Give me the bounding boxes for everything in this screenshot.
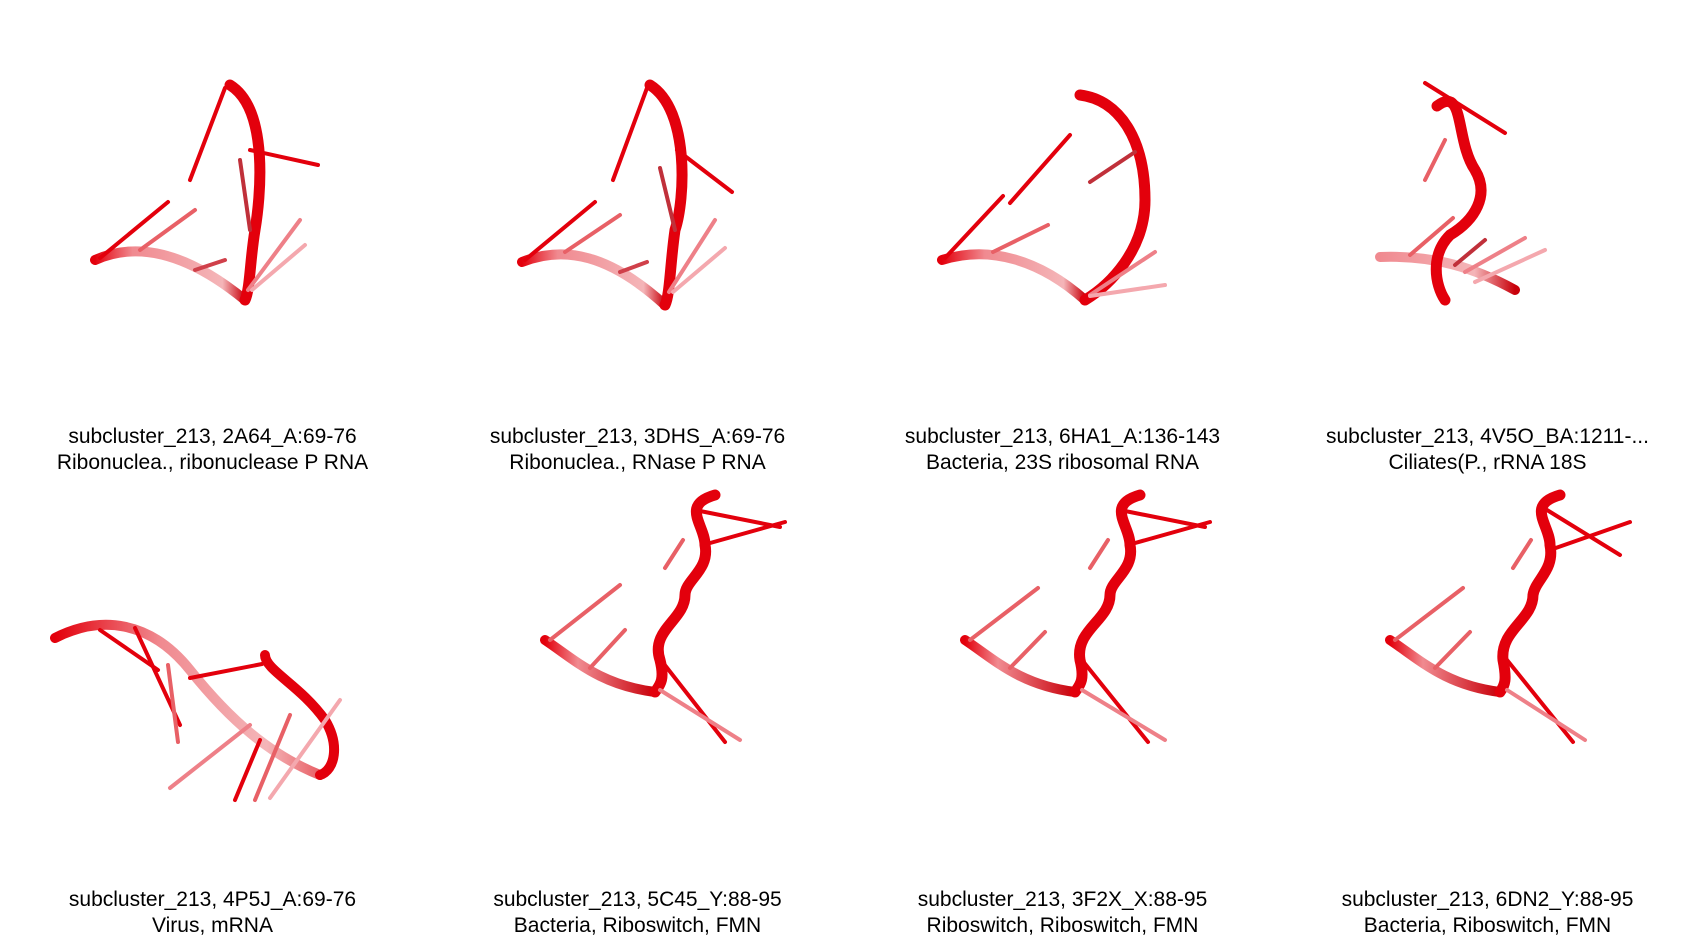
rna-structure-render [850,0,1275,380]
structure-panel-0: subcluster_213, 2A64_A:69-76 Ribonuclea.… [0,0,425,470]
caption-title: subcluster_213, 2A64_A:69-76 [0,424,425,450]
caption-subtitle: Bacteria, Riboswitch, FMN [425,913,850,939]
rna-structure-render [850,470,1275,870]
structure-panel-7: subcluster_213, 6DN2_Y:88-95 Bacteria, R… [1275,470,1700,940]
structure-panel-5: subcluster_213, 5C45_Y:88-95 Bacteria, R… [425,470,850,940]
rna-structure-render [1275,0,1700,380]
caption-title: subcluster_213, 6DN2_Y:88-95 [1275,887,1700,913]
structure-panel-2: subcluster_213, 6HA1_A:136-143 Bacteria,… [850,0,1275,470]
rna-structure-render [425,0,850,380]
caption-title: subcluster_213, 4V5O_BA:1211-... [1275,424,1700,450]
rna-structure-render [1275,470,1700,870]
rna-structure-render [0,0,425,380]
panel-caption: subcluster_213, 3F2X_X:88-95 Riboswitch,… [850,887,1275,939]
caption-title: subcluster_213, 6HA1_A:136-143 [850,424,1275,450]
caption-title: subcluster_213, 3DHS_A:69-76 [425,424,850,450]
caption-subtitle: Riboswitch, Riboswitch, FMN [850,913,1275,939]
caption-title: subcluster_213, 3F2X_X:88-95 [850,887,1275,913]
caption-subtitle: Bacteria, Riboswitch, FMN [1275,913,1700,939]
structure-panel-3: subcluster_213, 4V5O_BA:1211-... Ciliate… [1275,0,1700,470]
structure-panel-4: subcluster_213, 4P5J_A:69-76 Virus, mRNA [0,470,425,940]
panel-caption: subcluster_213, 6DN2_Y:88-95 Bacteria, R… [1275,887,1700,939]
panel-caption: subcluster_213, 4P5J_A:69-76 Virus, mRNA [0,887,425,939]
rna-structure-render [0,470,425,870]
panel-caption: subcluster_213, 2A64_A:69-76 Ribonuclea.… [0,424,425,476]
panel-caption: subcluster_213, 6HA1_A:136-143 Bacteria,… [850,424,1275,476]
structure-panel-1: subcluster_213, 3DHS_A:69-76 Ribonuclea.… [425,0,850,470]
rna-structure-render [425,470,850,870]
caption-title: subcluster_213, 4P5J_A:69-76 [0,887,425,913]
caption-subtitle: Virus, mRNA [0,913,425,939]
caption-title: subcluster_213, 5C45_Y:88-95 [425,887,850,913]
panel-caption: subcluster_213, 3DHS_A:69-76 Ribonuclea.… [425,424,850,476]
panel-caption: subcluster_213, 4V5O_BA:1211-... Ciliate… [1275,424,1700,476]
panel-caption: subcluster_213, 5C45_Y:88-95 Bacteria, R… [425,887,850,939]
structure-panel-6: subcluster_213, 3F2X_X:88-95 Riboswitch,… [850,470,1275,940]
